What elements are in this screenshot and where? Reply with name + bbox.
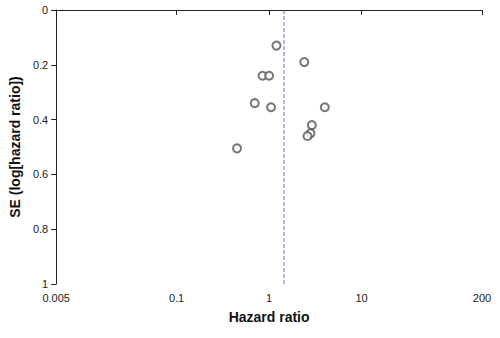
svg-text:1: 1 — [42, 278, 48, 290]
svg-text:0.4: 0.4 — [33, 114, 48, 126]
svg-text:0.1: 0.1 — [169, 292, 184, 304]
svg-text:0.2: 0.2 — [33, 59, 48, 71]
svg-text:Hazard ratio: Hazard ratio — [229, 309, 310, 325]
svg-text:SE (log[hazard ratio]): SE (log[hazard ratio]) — [7, 76, 23, 218]
svg-text:200: 200 — [473, 292, 491, 304]
svg-text:0.005: 0.005 — [42, 292, 70, 304]
svg-text:0: 0 — [42, 4, 48, 16]
svg-text:10: 10 — [355, 292, 367, 304]
svg-text:0.6: 0.6 — [33, 168, 48, 180]
svg-text:0.8: 0.8 — [33, 223, 48, 235]
svg-text:1: 1 — [266, 292, 272, 304]
